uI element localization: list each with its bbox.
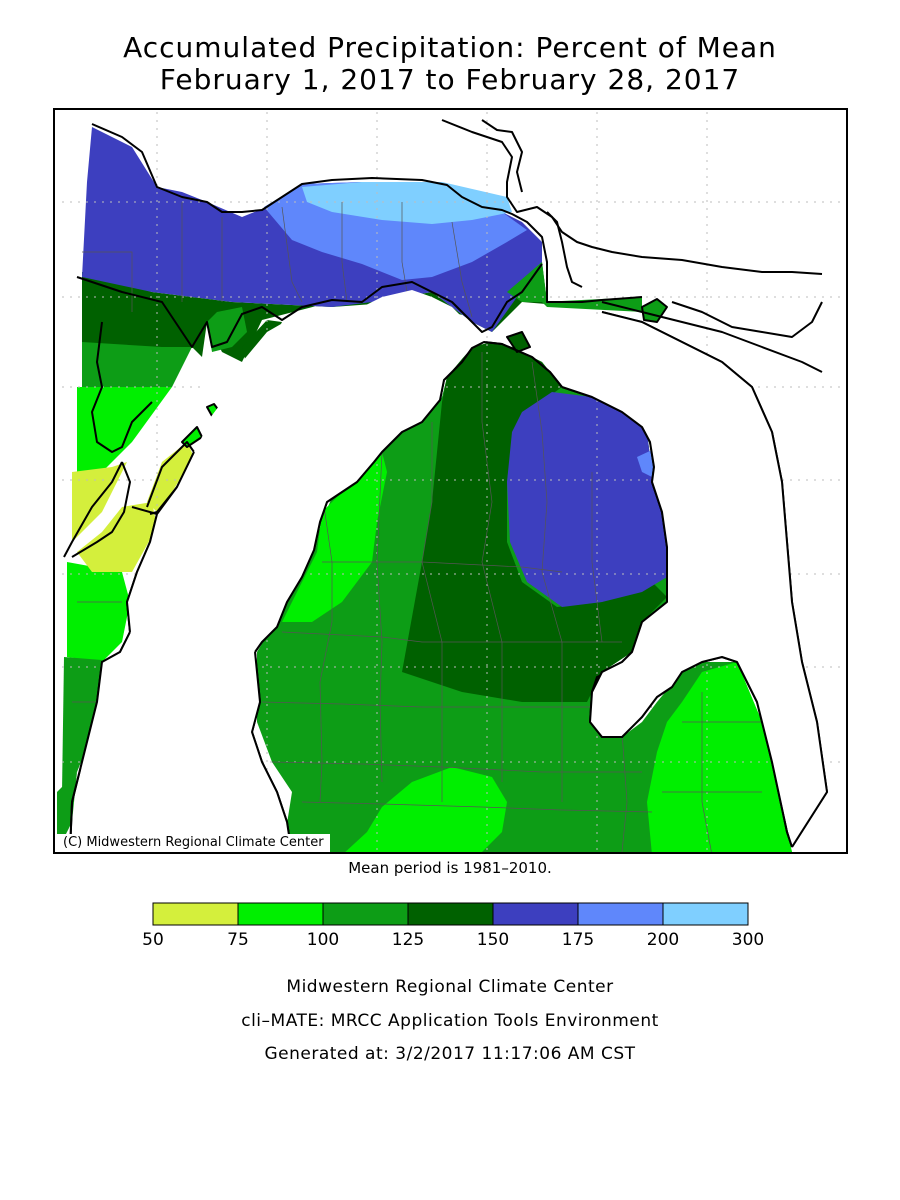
region-door-yellow-2 (147, 442, 194, 512)
region-up-green-strip (542, 297, 642, 312)
region-up-50-75-nw (72, 462, 127, 542)
region-island-green (642, 299, 667, 322)
legend-swatch (237, 902, 324, 926)
legend-tick-label: 75 (227, 930, 249, 950)
legend-labels: 50 75 100 125 150 175 200 300 (142, 930, 764, 950)
region-isle-1 (207, 307, 247, 352)
legend-tick-label: 175 (562, 930, 594, 950)
coastline-overlay (69, 311, 828, 852)
footer-tool-name: cli–MATE: MRCC Application Tools Environ… (241, 1011, 659, 1031)
wisconsin-strip-fills (57, 404, 220, 852)
precipitation-map (57, 112, 846, 852)
map-panel: (C) Midwestern Regional Climate Center (53, 108, 848, 854)
region-lp-75-100-thumb (647, 662, 792, 852)
legend-swatch (662, 902, 749, 926)
legend-tick-label: 300 (732, 930, 764, 950)
footer-organization: Midwestern Regional Climate Center (286, 977, 614, 997)
region-lp-75-100-south (345, 767, 507, 852)
legend-boxes (152, 902, 749, 926)
lower-peninsula-fills (257, 342, 792, 852)
region-lp-150-175 (507, 392, 667, 607)
lake-michigan (72, 290, 487, 852)
region-wi-100-125-b (57, 772, 77, 852)
upper-peninsula-fills (72, 127, 667, 542)
legend-tick-label: 200 (647, 930, 679, 950)
footer-generated-time: Generated at: 3/2/2017 11:17:06 AM CST (264, 1044, 636, 1064)
legend-swatch (577, 902, 664, 926)
region-up-100-125 (82, 342, 192, 392)
legend-swatch (407, 902, 494, 926)
region-lp-125-150 (402, 342, 667, 702)
copyright-label: (C) Midwestern Regional Climate Center (55, 834, 330, 852)
region-wi-75-100 (67, 562, 130, 662)
legend-tick-label: 150 (477, 930, 509, 950)
region-door-yellow (77, 502, 157, 572)
legend-tick-label: 50 (142, 930, 164, 950)
region-up-75-100 (77, 387, 172, 472)
legend-tick-label: 125 (392, 930, 424, 950)
color-legend: 50 75 100 125 150 175 200 300 (142, 902, 764, 950)
legend-swatch (492, 902, 579, 926)
county-lines (72, 202, 762, 852)
legend-swatch (322, 902, 409, 926)
mean-period-note: Mean period is 1981–2010. (348, 859, 552, 877)
region-up-200-300 (302, 182, 512, 224)
map-title: Accumulated Precipitation: Percent of Me… (123, 31, 777, 64)
region-lp-75-100-north (282, 452, 387, 622)
map-subtitle: February 1, 2017 to February 28, 2017 (159, 63, 741, 96)
legend-tick-label: 100 (307, 930, 339, 950)
legend-swatch (152, 902, 239, 926)
region-wi-100-125 (62, 657, 102, 792)
